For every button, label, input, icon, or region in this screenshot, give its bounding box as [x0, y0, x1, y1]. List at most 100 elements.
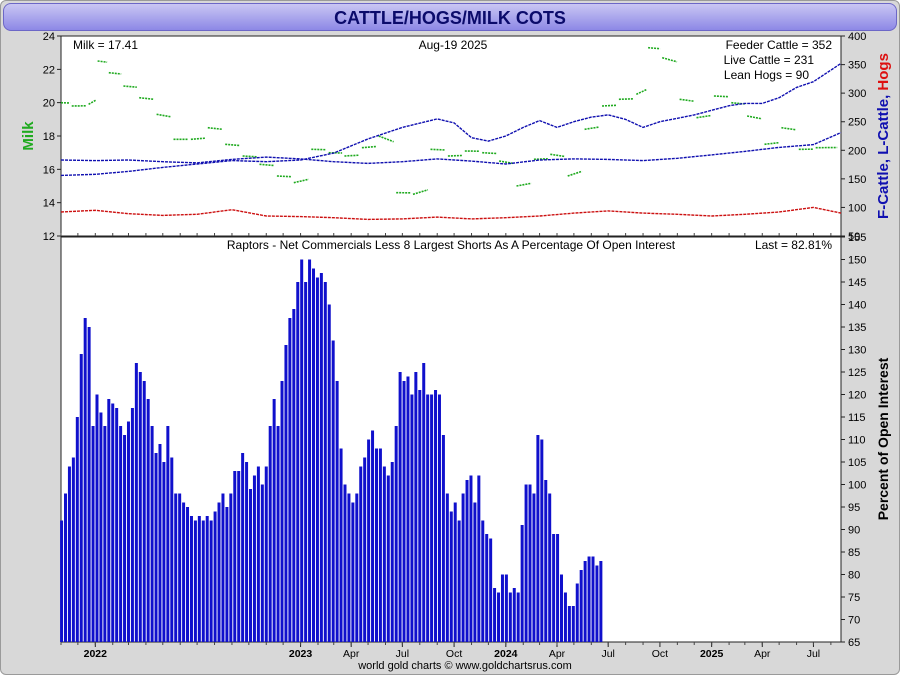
cots-bar: [323, 282, 327, 642]
cots-bar: [300, 259, 304, 642]
milk-segment: [731, 101, 745, 105]
date-tick-label: Apr: [343, 648, 360, 660]
percent-tick-label: 145: [848, 277, 866, 289]
cots-bar: [437, 394, 441, 642]
cots-bar: [493, 588, 497, 642]
cots-bar: [319, 273, 323, 642]
cots-bar: [556, 534, 560, 642]
cots-bar: [371, 430, 375, 642]
milk-segment: [618, 98, 634, 101]
cots-bar: [284, 345, 288, 642]
date-tick-label: 2022: [84, 648, 108, 660]
cots-bar: [162, 462, 166, 642]
milk-segment: [139, 96, 155, 101]
cots-bar: [469, 475, 473, 642]
cots-bar: [497, 592, 501, 642]
cots-bar: [260, 484, 264, 642]
axis-label-sep-1: ,: [875, 155, 892, 163]
percent-tick-label: 135: [848, 322, 866, 334]
date-tick-label: Apr: [754, 648, 771, 660]
feeder-cattle-line: [60, 62, 842, 177]
milk-segment: [516, 182, 532, 187]
price-series: [60, 46, 842, 221]
cots-bar: [449, 511, 453, 642]
cots-bar: [540, 439, 544, 642]
cots-bar: [252, 475, 256, 642]
milk-segment: [225, 143, 241, 147]
cots-bar: [292, 309, 296, 642]
cots-bar: [288, 318, 292, 642]
cots-bar: [343, 484, 347, 642]
cots-bar: [146, 399, 150, 642]
cots-bar: [91, 426, 95, 642]
cots-bar: [304, 282, 308, 642]
milk-segment: [498, 160, 515, 165]
percent-tick-label: 80: [848, 570, 860, 582]
feeder-cattle-axis-label: F-Cattle: [875, 163, 892, 219]
last-value-label: Last = 82.81%: [755, 238, 832, 252]
cots-bar: [398, 372, 402, 642]
cots-bar: [378, 448, 382, 642]
cots-bar: [331, 340, 335, 642]
milk-segment: [156, 113, 172, 118]
cots-bar: [268, 426, 272, 642]
cots-bar: [182, 502, 186, 642]
cots-bar: [508, 592, 512, 642]
cots-bar: [532, 493, 536, 642]
cattle-hogs-tick-label: 300: [848, 88, 866, 100]
cots-bar: [95, 394, 99, 642]
cots-bar: [583, 561, 587, 642]
milk-segment: [412, 189, 429, 196]
milk-segment: [584, 126, 600, 131]
percent-tick-label: 100: [848, 480, 866, 492]
cots-bar: [249, 489, 253, 642]
cots-bar: [571, 606, 575, 642]
milk-segment: [679, 98, 695, 102]
percent-tick-label: 125: [848, 367, 866, 379]
milk-tick-label: 12: [43, 231, 55, 243]
milk-segment: [276, 175, 292, 178]
cots-bar: [60, 520, 64, 642]
cots-bar: [71, 457, 75, 642]
cots-bar: [394, 426, 398, 642]
cots-bar: [441, 435, 445, 642]
cots-bar: [178, 493, 182, 642]
percent-axis-label: Percent of Open Interest: [875, 357, 891, 520]
cots-bar: [410, 394, 414, 642]
cots-bar: [166, 426, 170, 642]
milk-tick-label: 18: [43, 131, 55, 143]
milk-segment: [190, 137, 206, 141]
milk-readout: Milk = 17.41: [73, 38, 138, 52]
cattle-hogs-tick-label: 100: [848, 202, 866, 214]
cots-bar: [351, 502, 355, 642]
cots-bar: [461, 493, 465, 642]
milk-tick-label: 22: [43, 64, 55, 76]
cots-bar: [579, 570, 583, 642]
cots-bar: [457, 520, 461, 642]
cots-bar: [225, 507, 229, 642]
percent-tick-label: 120: [848, 390, 866, 402]
cots-bar: [107, 399, 111, 642]
live-cattle-readout: Live Cattle = 231: [724, 53, 815, 67]
cots-bar: [83, 318, 87, 642]
cots-bar: [481, 520, 485, 642]
date-tick-label: 2023: [289, 648, 313, 660]
milk-segment: [378, 135, 394, 143]
cots-bar: [587, 556, 591, 642]
axis-label-sep-2: ,: [875, 91, 892, 99]
cots-bar: [414, 372, 418, 642]
cots-bar: [422, 363, 426, 642]
cots-bar: [193, 520, 197, 642]
cots-bar: [233, 471, 237, 642]
date-tick-label: Jul: [396, 648, 409, 660]
cots-bar: [186, 507, 190, 642]
cattle-hogs-tick-label: 400: [848, 31, 866, 43]
cots-bar: [516, 592, 520, 642]
cots-bar: [528, 484, 532, 642]
milk-segment: [533, 158, 548, 161]
cots-bar: [402, 381, 406, 642]
milk-tick-label: 14: [43, 198, 55, 210]
percent-tick-label: 70: [848, 615, 860, 627]
milk-segment: [108, 71, 122, 75]
milk-segment: [242, 155, 258, 158]
